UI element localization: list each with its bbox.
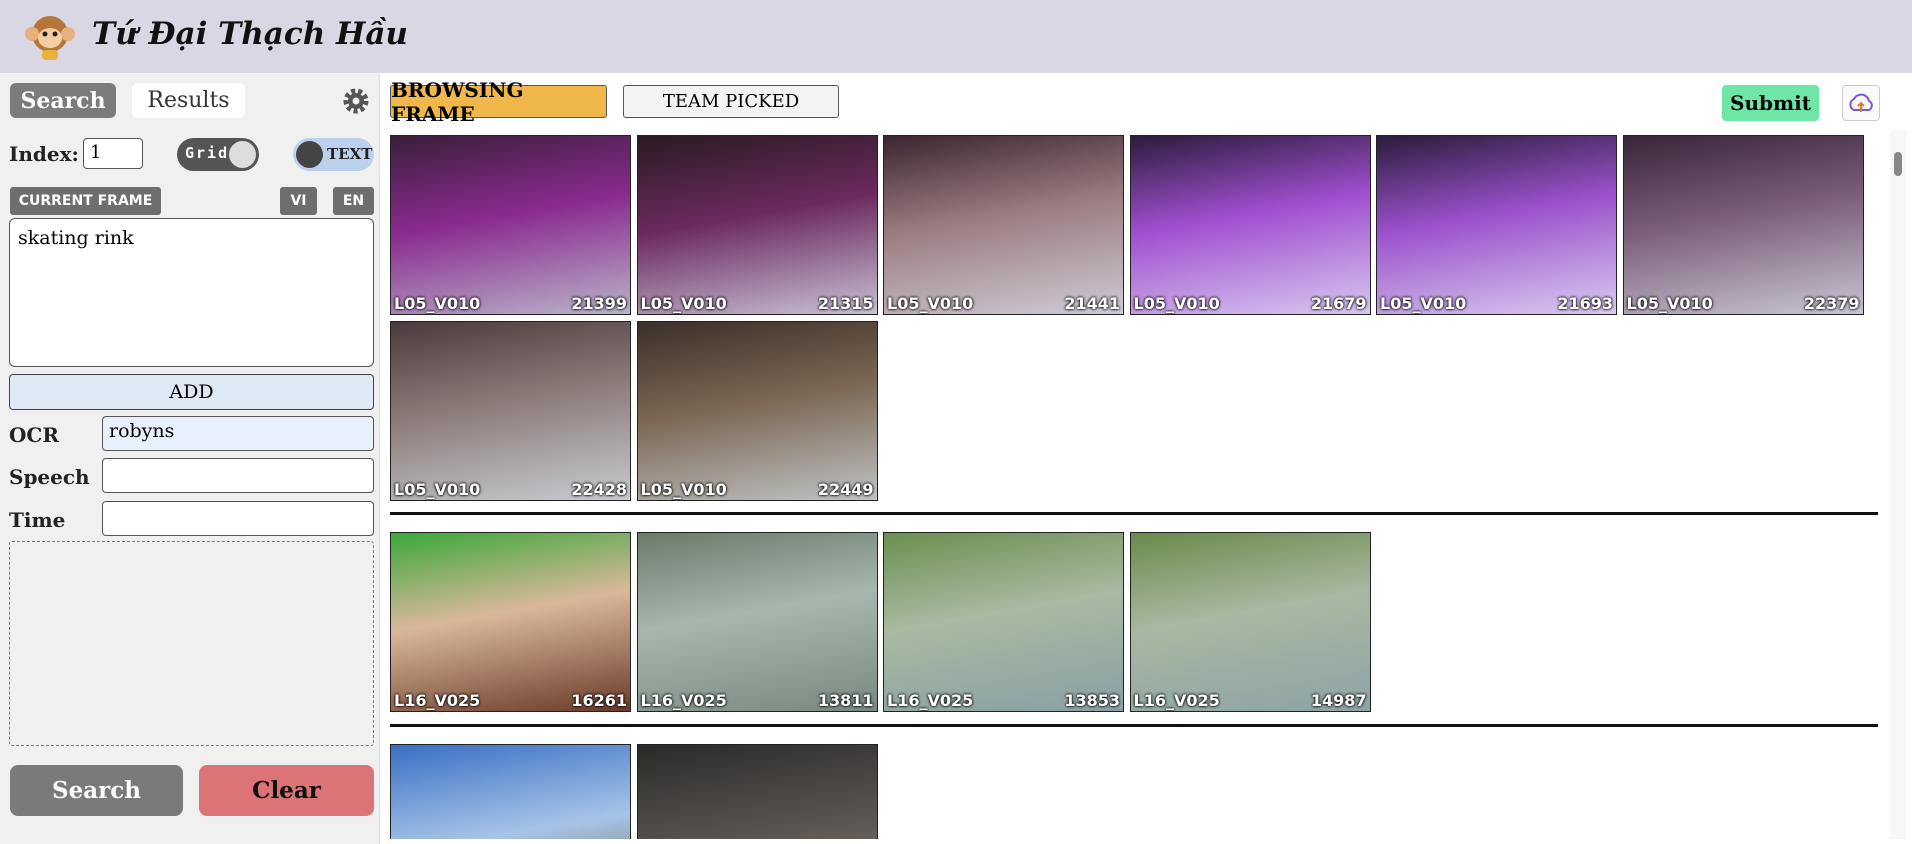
video-id: L05_V010 [1626,294,1713,313]
toggle-knob [229,141,256,168]
lang-en[interactable]: EN [333,187,374,215]
frame-thumbnail[interactable]: L16_V025 13853 [883,532,1124,712]
cloud-icon [1849,93,1873,112]
video-id: L16_V025 [1133,691,1220,710]
frame-id: 13811 [817,691,874,710]
field-label: Time [9,508,66,532]
toggle-knob [296,141,323,168]
frame-thumbnail[interactable] [390,743,631,839]
search-button[interactable]: Search [10,765,183,816]
video-id: L05_V010 [640,479,727,499]
index-input[interactable]: 1 [83,138,143,169]
frame-thumbnail[interactable] [636,743,878,839]
submit-button[interactable]: Submit [1722,85,1819,121]
video-id: L05_V010 [1380,294,1467,313]
frame-id: 22449 [817,479,874,499]
group-divider [390,723,1878,727]
current-frame-button[interactable]: CURRENT FRAME [10,187,161,215]
frame-thumbnail[interactable]: L05_V010 22449 [636,320,878,501]
frame-id: 22379 [1803,294,1860,313]
team-picked-button[interactable]: TEAM PICKED [623,85,839,118]
frame-thumbnail[interactable]: L05_V010 21679 [1129,135,1371,315]
header: Tứ Đại Thạch Hầu [0,0,1912,73]
frame-thumbnail[interactable]: L05_V010 21441 [883,135,1124,315]
frame-thumbnail[interactable]: L05_V010 21399 [390,135,631,315]
field-input[interactable]: robyns [102,416,374,451]
field-label: Speech [9,465,90,489]
frame-id: 21399 [571,294,627,313]
frame-id: 14987 [1310,691,1367,710]
frame-id: 21693 [1557,294,1613,313]
frame-id: 21315 [817,294,874,313]
frame-id: 22428 [571,479,627,499]
upload-button[interactable] [1842,85,1880,121]
lang-vi[interactable]: VI [280,187,317,215]
frame-id: 21679 [1310,294,1367,313]
scroll-thumb [1894,152,1902,176]
video-id: L16_V025 [887,691,974,710]
video-id: L16_V025 [640,691,727,710]
video-id: L05_V010 [394,294,481,313]
text-toggle[interactable]: TEXT [293,138,374,171]
video-id: L05_V010 [394,479,481,499]
add-button[interactable]: ADD [9,374,374,410]
video-id: L05_V010 [887,294,974,313]
tab-search[interactable]: Search [10,83,116,118]
frame-thumbnail[interactable]: L16_V025 13811 [636,532,878,712]
browsing-frame-button[interactable]: BROWSING FRAME [390,78,607,126]
field-input[interactable] [102,501,374,536]
tab-results[interactable]: Results [132,83,245,118]
drop-area[interactable] [9,541,374,746]
frame-id: 16261 [571,691,627,710]
frame-thumbnail[interactable]: L16_V025 16261 [390,532,631,712]
settings-icon[interactable] [342,87,370,115]
frame-thumbnail[interactable]: L16_V025 14987 [1129,532,1371,712]
scrollbar [1890,130,1906,839]
grid-toggle[interactable]: Grid [177,138,259,171]
video-id: L05_V010 [640,294,727,313]
group-divider [390,512,1878,515]
logo [25,16,75,60]
clear-button[interactable]: Clear [199,765,374,816]
field-label: OCR [9,423,59,447]
frame-id: 21441 [1064,294,1120,313]
query-textarea[interactable]: skating rink [9,218,374,367]
app-title: Tứ Đại Thạch Hầu [92,16,408,52]
frame-thumbnail[interactable]: L05_V010 22428 [390,320,631,501]
frame-thumbnail[interactable]: L05_V010 21315 [636,135,878,315]
results-area: L05_V010 21399 L05_V010 21315 L05_V010 21441 L… [380,130,1890,839]
frame-id: 13853 [1064,691,1120,710]
video-id: L05_V010 [1133,294,1220,313]
frame-thumbnail[interactable]: L05_V010 22379 [1622,135,1864,315]
field-input[interactable] [102,458,374,493]
index-label: Index: [9,142,79,166]
frame-thumbnail[interactable]: L05_V010 21693 [1376,135,1617,315]
video-id: L16_V025 [394,691,481,710]
grid-toggle-label: Grid [185,144,230,162]
text-toggle-label: TEXT [327,145,373,163]
